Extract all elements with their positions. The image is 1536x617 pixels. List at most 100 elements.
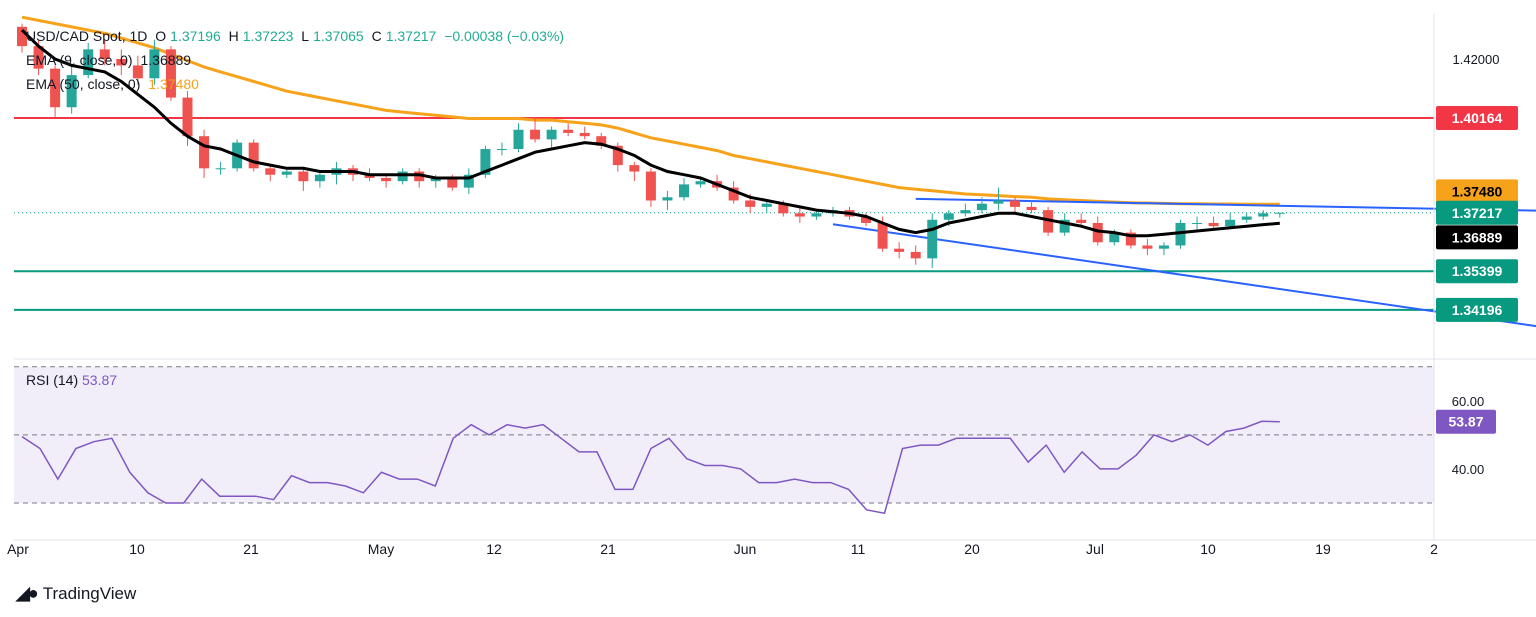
rsi-tick-label: 60.00: [1452, 394, 1485, 409]
candle-body: [1241, 216, 1252, 220]
candle-body: [116, 59, 127, 66]
candle-body: [778, 203, 789, 214]
candle-body: [1109, 232, 1120, 243]
price-badge-ema9: [1436, 225, 1518, 250]
price-tick-label: 1.42000: [1453, 52, 1500, 67]
time-tick-label: 19: [1315, 541, 1331, 557]
open-label: O: [155, 28, 167, 44]
time-tick-label: 11: [851, 541, 866, 557]
time-tick-label: May: [368, 541, 394, 557]
candle-body: [447, 177, 458, 188]
candle-body: [745, 200, 756, 207]
candle-body: [794, 213, 805, 217]
candle-body: [811, 213, 822, 217]
candle-body: [17, 26, 27, 47]
candle-body: [546, 129, 557, 140]
price-badge-text-support2: 1.34196: [1452, 302, 1503, 318]
candle-body: [364, 174, 375, 178]
candle-body: [1043, 210, 1054, 233]
candle-body: [1010, 200, 1020, 207]
candle-body: [248, 142, 259, 169]
rsi-value-badge-text: 53.87: [1448, 414, 1483, 430]
candle-body: [1125, 232, 1136, 246]
candle-body: [215, 168, 226, 170]
ema50-label: EMA (50, close, 0): [26, 76, 141, 92]
rsi-tick-label: 40.00: [1452, 462, 1485, 477]
candle-body: [381, 177, 392, 182]
price-badge-ema50: [1436, 179, 1518, 204]
candle-body: [50, 68, 61, 108]
candle-body: [182, 97, 193, 137]
candle-body: [563, 129, 574, 133]
candle-body: [943, 213, 954, 220]
price-badge-text-support1: 1.35399: [1452, 263, 1503, 279]
brand-name: TradingView: [42, 583, 137, 603]
candle-body: [397, 171, 408, 182]
ema9-legend: EMA (9, close, 0) 1.36889: [26, 52, 195, 68]
candle-body: [960, 210, 971, 214]
price-badge-text-last: 1.37217: [1452, 205, 1503, 221]
price-badge-support1: [1436, 259, 1518, 284]
candle-body: [513, 129, 524, 150]
candle-body: [1225, 219, 1236, 227]
candle-body: [877, 222, 888, 249]
candle-body: [927, 219, 938, 259]
candle-body: [612, 145, 623, 166]
price-badge-text-ema50: 1.37480: [1452, 183, 1503, 199]
close-value: 1.37217: [385, 28, 437, 44]
candle-body: [430, 177, 441, 182]
time-tick-label: 2: [1430, 541, 1438, 557]
high-value: 1.37223: [242, 28, 294, 44]
candle-body: [281, 171, 292, 175]
candle-body: [33, 46, 44, 69]
symbol-title: USD/CAD Spot, 1D: [26, 28, 148, 44]
candle-body: [1092, 222, 1103, 243]
time-tick-label: 21: [243, 541, 259, 557]
candle-body: [314, 174, 325, 182]
time-tick-label: 20: [964, 541, 980, 557]
candle-body: [1274, 212, 1285, 214]
candle-body: [165, 49, 176, 98]
candle-body: [761, 203, 772, 207]
candle-body: [976, 203, 987, 211]
candle-body: [894, 248, 905, 252]
ema9-label: EMA (9, close, 0): [26, 52, 133, 68]
candle-body: [1142, 245, 1153, 249]
candle-body: [1158, 245, 1169, 249]
ema9-value: 1.36889: [140, 52, 192, 68]
candle-body: [662, 197, 673, 201]
candle-body: [414, 171, 425, 182]
ema50-line: [21, 15, 1280, 206]
time-tick-label: 10: [129, 541, 145, 557]
candle-body: [629, 165, 640, 172]
open-value: 1.37196: [170, 28, 221, 44]
price-badge-last: [1436, 200, 1518, 225]
candle-body: [695, 181, 706, 185]
candle-body: [265, 168, 276, 175]
candle-body: [645, 171, 656, 201]
tradingview-brand[interactable]: ◢● TradingView: [16, 583, 136, 604]
candle-body: [596, 136, 607, 146]
price-pane: [14, 15, 1536, 328]
time-tick-label: 10: [1200, 541, 1216, 557]
candle-body: [99, 49, 110, 60]
symbol-legend: USD/CAD Spot, 1D O 1.37196 H 1.37223 L 1.37…: [26, 28, 568, 44]
price-badge-text-resistance: 1.40164: [1452, 110, 1503, 126]
candle-body: [1208, 222, 1219, 227]
high-label: H: [228, 28, 239, 44]
candle-body: [728, 187, 739, 201]
time-tick-label: Jun: [734, 541, 757, 557]
low-label: L: [301, 28, 310, 44]
candle-body: [1175, 222, 1186, 246]
candle-body: [132, 65, 143, 79]
candle-body: [149, 49, 160, 79]
candle-body: [480, 149, 491, 175]
tradingview-logo-icon: ◢●: [16, 583, 39, 603]
time-tick-label: 12: [486, 541, 502, 557]
rsi-pane: [14, 366, 1434, 515]
change-value: −0.00038 (−0.03%): [444, 28, 565, 44]
low-value: 1.37065: [313, 28, 364, 44]
time-tick-label: Jul: [1086, 541, 1104, 557]
candle-body: [496, 149, 507, 151]
ema9-line: [20, 29, 1280, 238]
